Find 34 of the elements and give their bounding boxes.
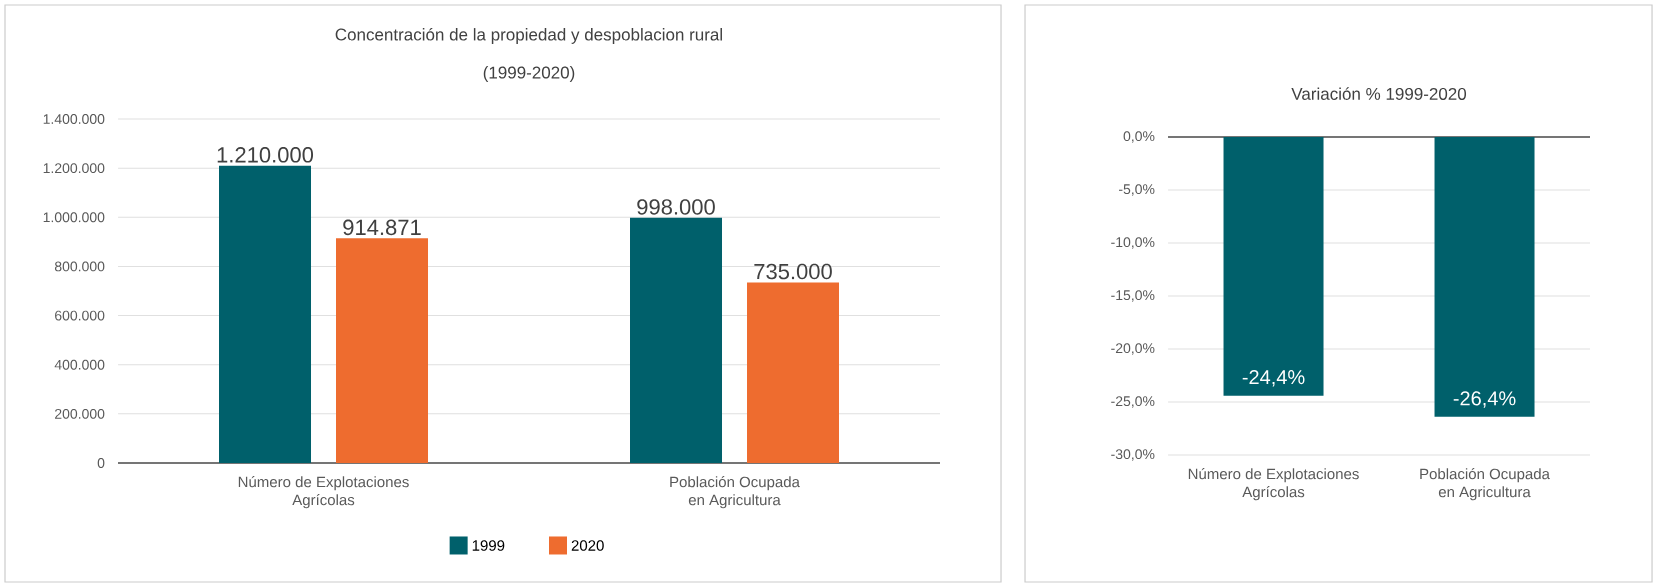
chart-title: Variación % 1999-2020 (1291, 87, 1467, 100)
data-label: -24,4% (1242, 370, 1305, 387)
y-tick-label: 200.000 (55, 408, 105, 419)
bar (630, 217, 723, 463)
y-tick-label: 800.000 (54, 261, 105, 272)
data-label: 1.210.000 (217, 147, 314, 163)
y-tick-label: -20,0% (1111, 343, 1155, 355)
y-tick-label: 400.000 (54, 359, 105, 370)
bar (219, 165, 312, 463)
x-tick-label: Población Ocupada en Agricultura (1420, 468, 1550, 501)
legend-label: 1999 (472, 540, 505, 551)
legend-label: 2020 (571, 540, 604, 551)
chart-subtitle: (1999-2020) (483, 66, 575, 82)
x-tick-label: Número de Explotaciones Agrícolas (1188, 468, 1359, 501)
bar (336, 238, 429, 463)
data-label: 914.871 (343, 219, 421, 236)
y-tick-label: 1.200.000 (43, 163, 105, 174)
x-tick-label: Población Ocupada en Agricultura (670, 476, 800, 509)
x-tick-label: Número de Explotaciones Agrícolas (238, 476, 409, 509)
data-label: -26,4% (1453, 391, 1516, 408)
y-tick-label: 0 (97, 458, 105, 468)
y-tick-label: -10,0% (1111, 237, 1155, 249)
y-tick-label: -25,0% (1111, 396, 1155, 408)
data-label: 998.000 (637, 199, 715, 215)
y-tick-label: -30,0% (1111, 449, 1155, 461)
bar (747, 282, 840, 463)
y-tick-label: -15,0% (1111, 290, 1155, 302)
y-tick-label: 1.400.000 (43, 114, 105, 124)
y-tick-label: 600.000 (55, 310, 105, 321)
y-tick-label: -5,0% (1119, 184, 1155, 196)
data-label: 735.000 (754, 263, 832, 280)
y-tick-label: 1.000.000 (43, 212, 105, 223)
chart-title: Concentración de la propiedad y despoblacion rural (335, 27, 722, 44)
y-tick-label: 0,0% (1123, 131, 1155, 143)
